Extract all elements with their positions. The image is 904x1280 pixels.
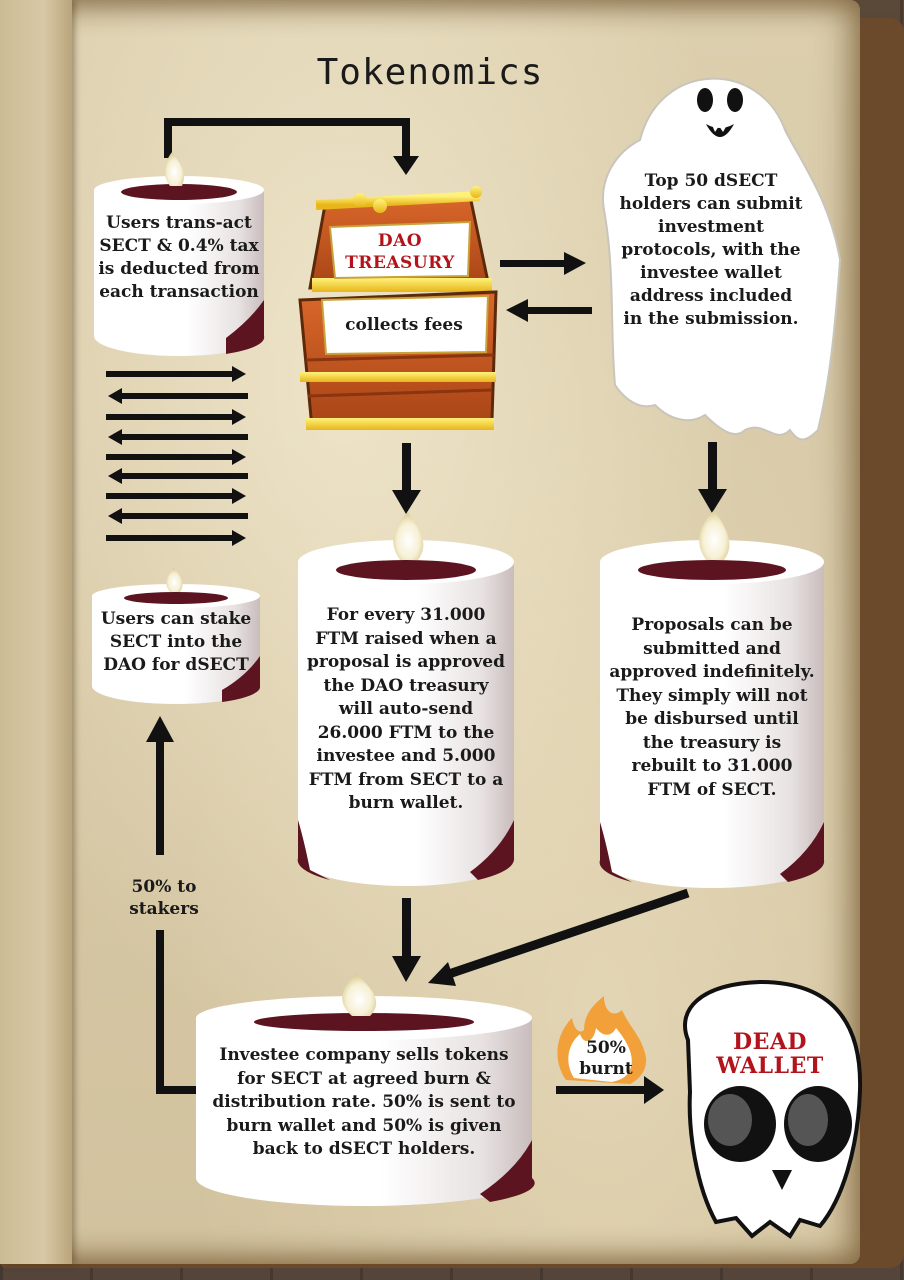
page-title: Tokenomics xyxy=(316,52,544,93)
node-proposals: Proposals can be submitted and approved … xyxy=(609,615,815,800)
arrow-treasury-to-ghost xyxy=(500,252,586,275)
dead-wallet-label: DEAD WALLET xyxy=(716,1029,824,1079)
cylinder-users-stake xyxy=(92,568,261,704)
cylinder-users-transact xyxy=(94,152,265,356)
node-investee: Investee company sells tokens for SECT a… xyxy=(212,1045,516,1159)
arrowhead-stake xyxy=(146,716,174,742)
arrow-investee-to-dead-wallet xyxy=(556,1076,664,1104)
edge-label-stakers: 50% to stakers xyxy=(129,877,199,919)
arrow-investee-to-stake xyxy=(156,740,196,1094)
arrow-ghost-to-treasury xyxy=(506,299,592,322)
edge-label-burnt: 50% burnt xyxy=(579,1038,633,1079)
skull-icon xyxy=(683,979,863,1239)
arrow-ghost-down xyxy=(698,442,727,513)
arrow-transact-to-treasury xyxy=(164,118,410,158)
cylinder-proposals xyxy=(599,510,825,888)
arrow-proposals-to-investee xyxy=(428,888,690,986)
cylinder-investee xyxy=(196,974,535,1206)
node-top50-holders: Top 50 dSECT holders can submit investme… xyxy=(619,171,803,329)
burn-flame-badge xyxy=(557,996,647,1084)
arrowhead-treasury-top xyxy=(393,156,419,175)
node-users-stake: Users can stake SECT into the DAO for dS… xyxy=(100,609,252,675)
treasure-chest xyxy=(298,186,498,430)
bidirectional-arrow-stack xyxy=(106,366,248,546)
cylinder-every-31000 xyxy=(297,512,515,886)
arrow-31000-down xyxy=(392,898,421,982)
treasury-title: DAO TREASURY xyxy=(345,231,455,273)
arrow-treasury-down xyxy=(392,443,421,514)
book-left-page-edge xyxy=(0,0,72,1264)
node-users-transact: Users trans-act SECT & 0.4% tax is deduc… xyxy=(98,213,260,302)
ghost-shape xyxy=(602,77,842,441)
treasury-subtitle: collects fees xyxy=(345,315,463,335)
node-every-31000: For every 31.000 FTM raised when a propo… xyxy=(307,605,505,813)
